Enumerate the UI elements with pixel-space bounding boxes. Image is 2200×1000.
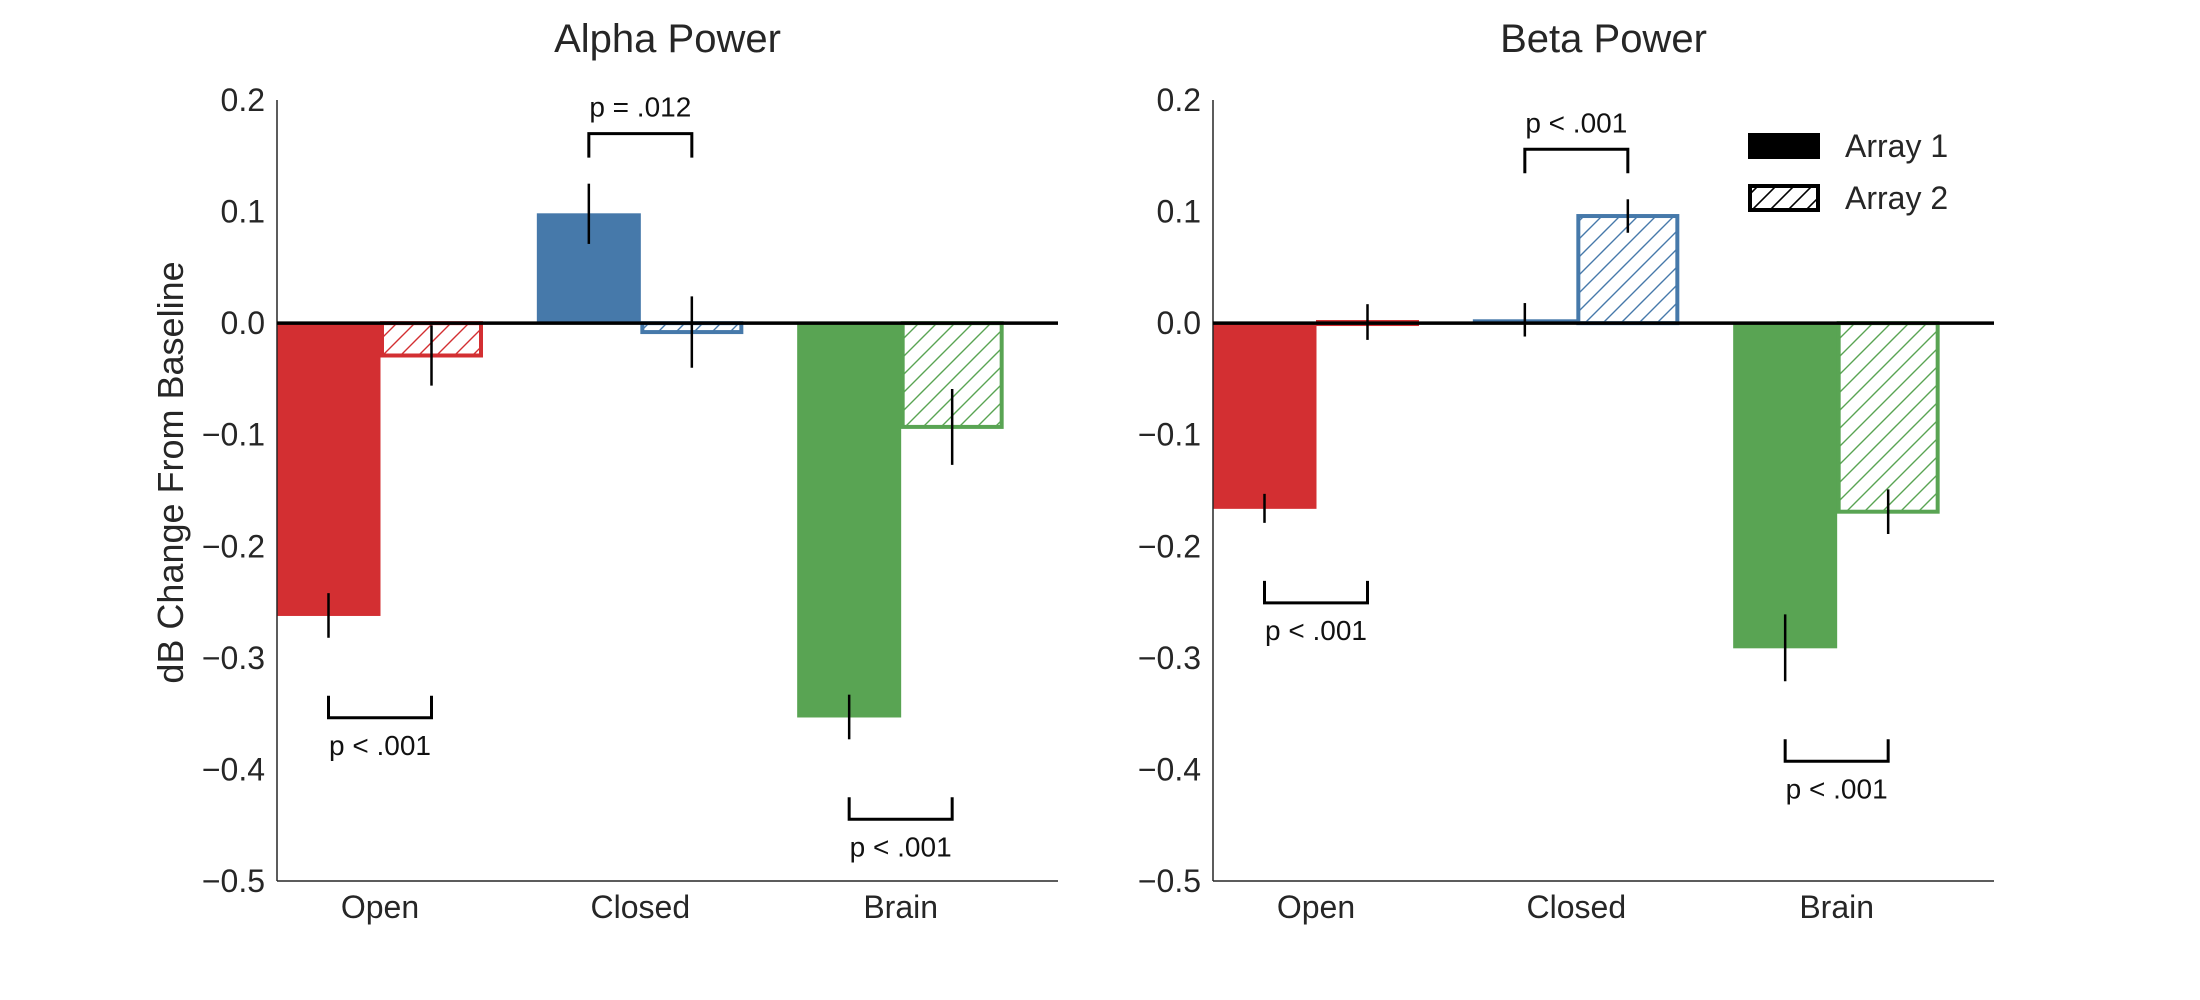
y-tick-label: −0.3 — [1138, 640, 1201, 676]
bar-array1-open — [276, 322, 381, 616]
y-tick-label: −0.4 — [1138, 751, 1201, 787]
chart-title: Beta Power — [1500, 17, 1707, 61]
bar-array1-brain — [1733, 322, 1838, 649]
x-tick-label: Closed — [1527, 889, 1627, 925]
legend-swatch-array1 — [1748, 133, 1820, 159]
significance-label: p < .001 — [1786, 773, 1888, 804]
legend: Array 1 Array 2 — [1748, 128, 1948, 216]
x-tick-label: Open — [341, 889, 419, 925]
significance-bracket — [1783, 739, 1890, 763]
significance-bracket — [587, 132, 694, 158]
y-tick-label: 0.0 — [221, 305, 265, 341]
y-tick-label: −0.5 — [202, 863, 265, 899]
bar-array2-brain — [1836, 321, 1940, 514]
significance-label: p < .001 — [1265, 615, 1367, 646]
bar-array1-open — [1212, 322, 1317, 509]
chart-panel-2: Beta Power 0.2 0.1 0.0 −0.1 −0.2 −0.3 −0.4 −0.5 O… — [1138, 17, 1994, 925]
y-tick-label: 0.1 — [1157, 194, 1201, 230]
y-tick-label: −0.1 — [202, 417, 265, 453]
significance-label: p < .001 — [329, 730, 431, 761]
y-tick-label: 0.0 — [1157, 305, 1201, 341]
chart-panel-1: Alpha Power 0.2 0.1 0.0 −0.1 −0.2 −0.3 −0.4 −0.5… — [150, 17, 1058, 925]
x-tick-label: Open — [1277, 889, 1355, 925]
y-tick-label: 0.1 — [221, 194, 265, 230]
y-tick-label: −0.1 — [1138, 417, 1201, 453]
legend-label-array1: Array 1 — [1845, 128, 1948, 164]
y-tick-label: 0.2 — [221, 82, 265, 118]
legend-swatch-array2 — [1748, 184, 1820, 212]
significance-bracket — [327, 695, 433, 720]
y-tick-label: −0.3 — [202, 640, 265, 676]
significance-bracket — [1523, 147, 1630, 174]
significance-label: p = .012 — [589, 92, 691, 123]
chart-title: Alpha Power — [554, 17, 781, 61]
y-tick-label: 0.2 — [1157, 82, 1201, 118]
x-tick-label: Brain — [863, 889, 938, 925]
significance-bracket — [1263, 580, 1369, 605]
significance-label: p < .001 — [1525, 107, 1627, 138]
bar-array2-closed — [1576, 214, 1680, 326]
y-axis-label: dB Change From Baseline — [150, 261, 191, 683]
significance-label: p < .001 — [850, 831, 952, 862]
x-tick-label: Closed — [591, 889, 691, 925]
y-tick-label: −0.2 — [202, 528, 265, 564]
y-tick-label: −0.2 — [1138, 528, 1201, 564]
bar-array1-brain — [797, 322, 902, 718]
significance-bracket — [847, 797, 954, 821]
y-tick-label: −0.4 — [202, 751, 265, 787]
x-tick-label: Brain — [1799, 889, 1874, 925]
legend-label-array2: Array 2 — [1845, 180, 1948, 216]
y-tick-label: −0.5 — [1138, 863, 1201, 899]
